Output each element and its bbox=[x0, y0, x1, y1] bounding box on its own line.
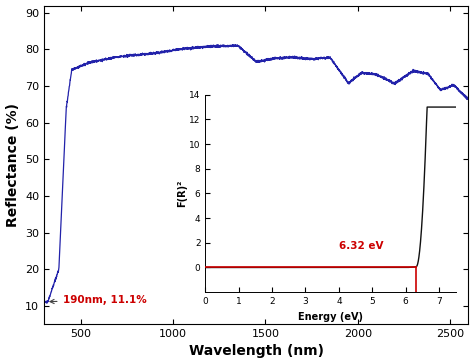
Text: 190nm, 11.1%: 190nm, 11.1% bbox=[50, 295, 146, 305]
X-axis label: Wavelength (nm): Wavelength (nm) bbox=[189, 344, 324, 359]
Y-axis label: Reflectance (%): Reflectance (%) bbox=[6, 103, 19, 227]
